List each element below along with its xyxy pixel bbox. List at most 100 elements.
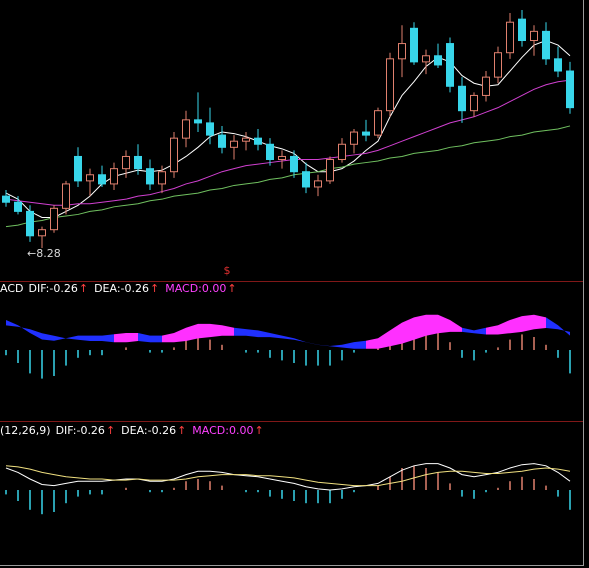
candle-body [194, 119, 202, 124]
macd-ribbon [426, 314, 438, 336]
candle-body [206, 122, 214, 136]
marker: $ [224, 264, 231, 277]
candle-body [530, 30, 538, 42]
macd-ribbon [138, 333, 150, 343]
candle-body [350, 131, 358, 145]
macd-ribbon [282, 335, 294, 340]
candle-body [374, 110, 382, 136]
macd-line [5, 463, 571, 491]
candle-body [230, 140, 238, 148]
macd-ribbon [498, 320, 510, 335]
indicator-label: ↑ [150, 282, 159, 295]
candle-body [278, 155, 286, 161]
macd-ribbon [90, 335, 102, 341]
macd-ribbon [342, 342, 354, 349]
candle-body [146, 168, 154, 185]
macd-ribbon [210, 323, 222, 338]
candle-body [14, 201, 22, 212]
candle-body [38, 229, 46, 237]
candle-body [266, 143, 274, 161]
macd-ribbon [354, 340, 366, 349]
candle-body [290, 155, 298, 173]
candle-body [218, 134, 226, 148]
candle-body [2, 195, 10, 203]
indicator-label: ↑ [227, 282, 236, 295]
indicator-label: DIF:-0.26 [28, 282, 77, 295]
macd-ribbon [66, 335, 78, 340]
macd-ribbon [6, 320, 18, 327]
macd-ribbon [330, 344, 342, 348]
candle-body [566, 70, 574, 109]
macd-ribbon [234, 327, 246, 336]
candle-body [506, 21, 514, 54]
macd-ribbon [78, 335, 90, 341]
candle-body [362, 131, 370, 136]
candle-body [338, 143, 346, 161]
candle-body [410, 27, 418, 63]
indicator-label: ↑ [79, 282, 88, 295]
macd-ribbon [306, 342, 318, 345]
macd-ribbon [258, 330, 270, 338]
indicator-label: ↑ [254, 424, 263, 437]
macd-ribbon [222, 325, 234, 336]
indicator-label: MACD:0.00 [165, 282, 226, 295]
candle-body [518, 18, 526, 42]
candle-body [254, 137, 262, 145]
candle-body [470, 94, 478, 112]
candle-body [386, 58, 394, 112]
candle-body [542, 30, 550, 60]
macd-ribbon [510, 316, 522, 334]
candle-body [434, 55, 442, 66]
candle-body [242, 137, 250, 142]
macd-ribbon [558, 325, 570, 336]
candle-body [398, 43, 406, 60]
macd-ribbon [486, 325, 498, 335]
candle-body [26, 210, 34, 237]
candle-body [482, 76, 490, 96]
candle-body [86, 174, 94, 182]
candle-body [446, 43, 454, 87]
candle-body [494, 52, 502, 78]
macd-ribbon [414, 314, 426, 340]
moving-average [5, 39, 571, 218]
macd-ribbon [162, 333, 174, 343]
macd-ribbon [18, 325, 30, 333]
candle-body [98, 174, 106, 185]
macd-ribbon [438, 314, 450, 334]
macd-line [5, 465, 571, 487]
indicator-label: (12,26,9) [0, 424, 51, 437]
macd-ribbon [30, 329, 42, 340]
indicator-label: ↑ [106, 424, 115, 437]
candle-body [122, 155, 130, 170]
macd-ribbon [114, 333, 126, 343]
indicator-label: MACD:0.00 [192, 424, 253, 437]
macd-ribbon [378, 330, 390, 349]
macd-ribbon [294, 338, 306, 343]
macd-ribbon [402, 317, 414, 344]
macd-ribbon [246, 329, 258, 338]
candle-body [50, 207, 58, 231]
indicator-label: DEA:-0.26 [121, 424, 176, 437]
candle-body [170, 137, 178, 173]
macd-ribbon [534, 314, 546, 330]
macd-ribbon [126, 333, 138, 343]
candle-body [134, 155, 142, 170]
macd-ribbon [150, 335, 162, 343]
candle-body [74, 155, 82, 182]
macd-ribbon [390, 322, 402, 347]
indicator-label: DEA:-0.26 [94, 282, 149, 295]
candle-body [422, 55, 430, 63]
indicator-label: ACD [0, 282, 23, 295]
macd-ribbon [174, 327, 186, 343]
macd-ribbon [54, 335, 66, 341]
candle-body [326, 159, 334, 182]
macd-ribbon [462, 327, 474, 334]
candle-body [158, 171, 166, 185]
candle-body [554, 58, 562, 72]
macd-ribbon [366, 338, 378, 349]
candle-body [302, 171, 310, 188]
macd-ribbon [318, 344, 330, 347]
macd-ribbon [270, 333, 282, 339]
